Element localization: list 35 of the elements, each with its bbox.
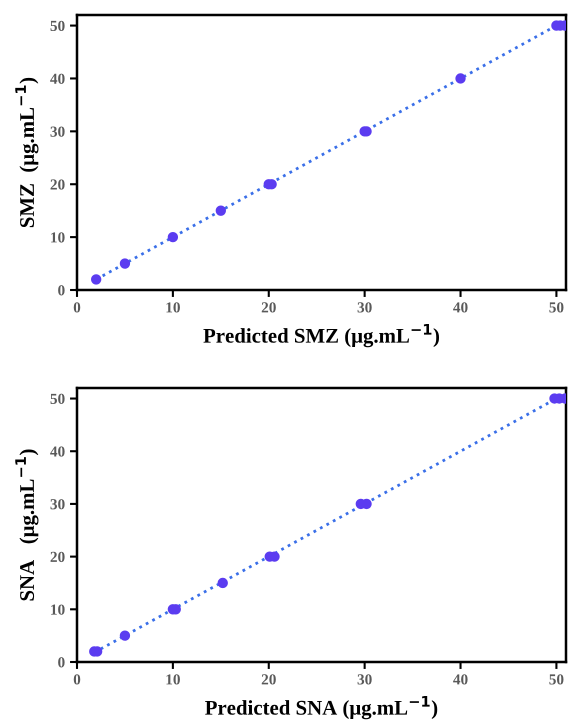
y-tick-label: 50 xyxy=(50,394,65,404)
y-tick-label: 50 xyxy=(50,20,65,32)
x-tick-label: 30 xyxy=(358,302,372,313)
point xyxy=(455,73,466,84)
x-tick-label: 0 xyxy=(74,302,80,313)
y-tick-label: 30 xyxy=(50,499,65,510)
x-tick-label: 40 xyxy=(453,674,468,685)
x-tick-label: 50 xyxy=(549,674,564,685)
x-tick-label: 40 xyxy=(453,302,468,313)
x-axis-title: Predicted SNA (μg.mL$^{−1}$) xyxy=(205,696,438,720)
point xyxy=(216,206,226,216)
point xyxy=(168,232,178,242)
x-tick-label: 30 xyxy=(358,674,372,685)
point xyxy=(91,274,102,285)
x-tick-label: 50 xyxy=(549,302,564,313)
y-axis-title: SMZ (μg.mL$^{−1}$) xyxy=(15,78,38,228)
point xyxy=(120,630,130,641)
point xyxy=(218,578,228,588)
y-axis-title: SNA (μg.mL$^{−1}$) xyxy=(15,449,38,600)
y-tick-label: 0 xyxy=(58,285,65,296)
y-tick-label: 20 xyxy=(50,552,65,562)
y-tick-label: 40 xyxy=(50,446,65,457)
y-tick-label: 30 xyxy=(50,126,65,137)
x-axis-title: Predicted SMZ (μg.mL$^{−1}$) xyxy=(203,324,440,348)
x-tick-label: 10 xyxy=(166,302,180,313)
x-tick-label: 20 xyxy=(262,674,276,685)
x-tick-label: 20 xyxy=(262,302,276,313)
y-tick-label: 40 xyxy=(50,74,65,84)
y-tick-label: 10 xyxy=(51,604,65,615)
y-tick-label: 10 xyxy=(51,232,65,243)
y-tick-label: 0 xyxy=(58,657,65,668)
x-tick-label: 10 xyxy=(166,674,180,685)
point xyxy=(120,258,130,269)
x-tick-label: 0 xyxy=(74,674,80,685)
y-tick-label: 20 xyxy=(50,179,65,190)
